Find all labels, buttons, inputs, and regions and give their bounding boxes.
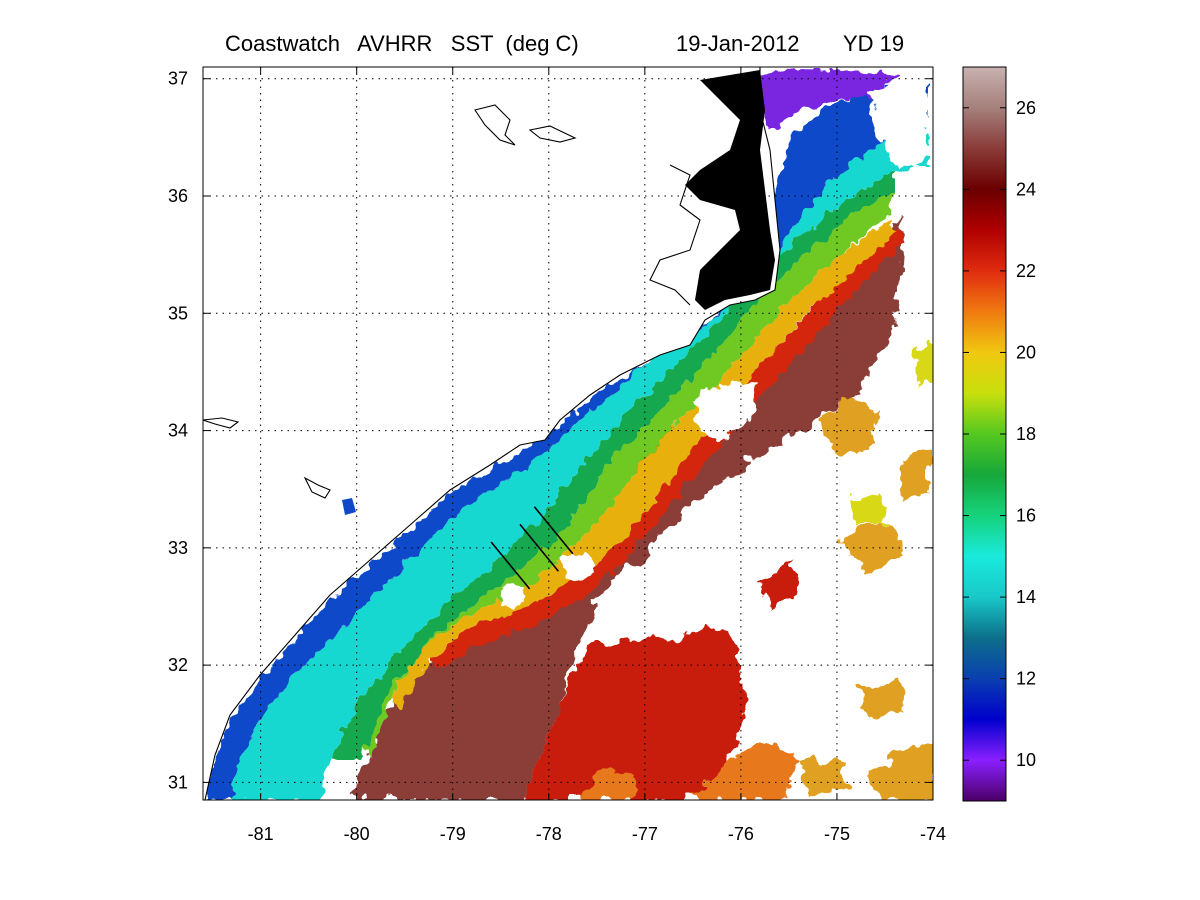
x-tick-label-6: -75	[824, 824, 850, 844]
y-tick-label-2: 33	[168, 538, 188, 558]
colorbar-label-2: 14	[1016, 587, 1036, 607]
map-date: 19-Jan-2012	[676, 31, 800, 56]
transects	[490, 506, 574, 590]
colorbar-label-3: 16	[1016, 506, 1036, 526]
sst-map	[203, 67, 933, 800]
colorbar-label-7: 24	[1016, 179, 1036, 199]
x-tick-label-4: -77	[632, 824, 658, 844]
colorbar-label-4: 18	[1016, 424, 1036, 444]
axis-ticks	[203, 67, 934, 800]
sst-cold-purple	[755, 68, 900, 130]
sst-front-red	[430, 225, 905, 670]
colorbar-label-0: 10	[1016, 750, 1036, 770]
colorbar-scale	[962, 66, 1007, 802]
x-tick-label-3: -78	[536, 824, 562, 844]
sst-nearshore	[205, 80, 930, 800]
island-outline	[303, 476, 331, 499]
cloud-mask	[500, 70, 930, 720]
sound-outline	[649, 164, 701, 306]
x-tick-label-0: -81	[248, 824, 274, 844]
map-frame	[202, 66, 934, 801]
colorbar-ticks: 10 12 14 16 18 20 22 24 26	[963, 98, 1036, 770]
x-tick-labels: -81 -80 -79 -78 -77 -76 -75 -74	[248, 824, 946, 844]
colorbar: 10 12 14 16 18 20 22 24 26	[962, 66, 1036, 802]
sst-warm-orange	[580, 740, 800, 800]
colorbar-label-6: 22	[1016, 261, 1036, 281]
sst-inner-shelf	[230, 120, 930, 800]
sst-offshore-patches	[800, 395, 933, 800]
y-tick-label-1: 32	[168, 655, 188, 675]
x-tick-label-1: -80	[344, 824, 370, 844]
colorbar-label-1: 12	[1016, 669, 1036, 689]
sst-shelf-green	[360, 190, 895, 760]
y-tick-label-5: 36	[168, 186, 188, 206]
land-mainland	[203, 67, 780, 800]
colorbar-label-8: 26	[1016, 98, 1036, 118]
lake-outline	[528, 125, 577, 143]
transect-line-0	[490, 541, 531, 590]
estuary-outline	[474, 104, 516, 146]
map-yearday: YD 19	[843, 31, 904, 56]
sst-gulfstream	[350, 215, 905, 800]
x-tick-label-7: -74	[920, 824, 946, 844]
coast-detail	[203, 417, 240, 429]
x-tick-label-5: -76	[728, 824, 754, 844]
x-tick-label-2: -79	[440, 824, 466, 844]
y-tick-labels: 31 32 33 34 35 36 37	[168, 69, 188, 793]
transect-line-1	[519, 523, 560, 572]
y-tick-label-6: 37	[168, 69, 188, 89]
lake-blue	[342, 498, 356, 515]
coastline	[204, 67, 781, 800]
y-tick-label-4: 35	[168, 303, 188, 323]
sound-dark-water	[685, 70, 775, 310]
transect-line-2	[533, 506, 574, 555]
colorbar-label-5: 20	[1016, 342, 1036, 362]
y-tick-label-3: 34	[168, 421, 188, 441]
map-title: Coastwatch AVHRR SST (deg C)	[225, 31, 579, 56]
sst-warm-red	[520, 420, 800, 800]
y-tick-label-0: 31	[168, 772, 188, 792]
